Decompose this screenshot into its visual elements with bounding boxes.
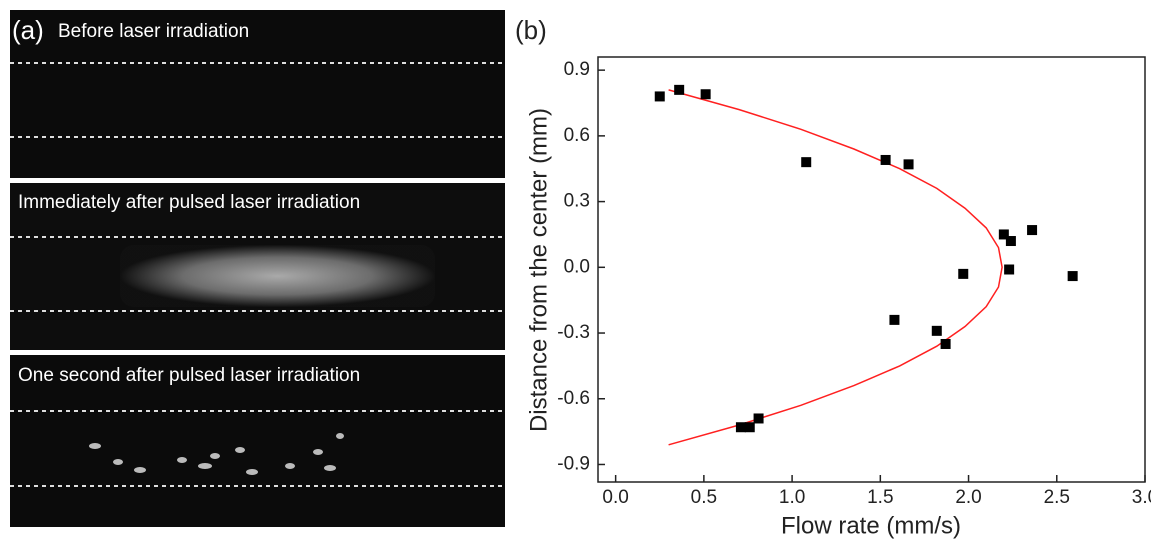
data-point [1027,225,1038,236]
plot-frame [597,56,1146,483]
y-tick-label: -0.9 [557,453,590,474]
image-frame [10,10,505,178]
y-axis-title: Distance from the center (mm) [525,108,552,432]
data-point [674,84,685,95]
x-tick-label: 0.5 [691,487,717,508]
data-point [880,154,891,165]
panel-a: (a) Before laser irradiation Immediately… [10,10,505,527]
data-point [1005,236,1016,247]
data-point [744,422,755,433]
panel-label: (b) [515,15,547,45]
x-axis-title: Flow rate (mm/s) [781,512,961,539]
data-point [700,89,711,100]
data-point [1067,271,1078,282]
frame-caption: Immediately after pulsed laser irradiati… [18,192,360,213]
data-point [654,91,665,102]
y-tick-label: 0.3 [564,191,590,212]
y-tick-label: 0.0 [564,256,590,277]
y-tick-label: 0.6 [564,125,590,146]
x-tick-label: 0.0 [602,487,628,508]
x-tick-label: 1.5 [867,487,893,508]
panel-label: (a) [12,15,44,45]
data-point [1004,264,1015,275]
bubble-region [120,245,435,307]
data-point [940,338,951,349]
y-tick-label: -0.3 [557,322,590,343]
frame-caption: Before laser irradiation [58,21,249,42]
x-tick-label: 3.0 [1132,487,1151,508]
data-point [889,314,900,325]
y-tick-label: -0.6 [557,388,590,409]
x-tick-label: 1.0 [779,487,805,508]
data-point [958,268,969,279]
data-point [998,229,1009,240]
frame-caption: One second after pulsed laser irradiatio… [18,365,360,386]
image-frame [10,355,505,527]
bubbles [89,433,344,475]
data-point [801,157,812,168]
y-tick-label: 0.9 [564,59,590,80]
x-tick-label: 2.5 [1044,487,1070,508]
data-point [903,159,914,170]
data-point [931,325,942,336]
data-point [753,413,764,424]
fit-curve [668,89,1003,446]
data-point [735,422,746,433]
x-tick-label: 2.0 [955,487,981,508]
